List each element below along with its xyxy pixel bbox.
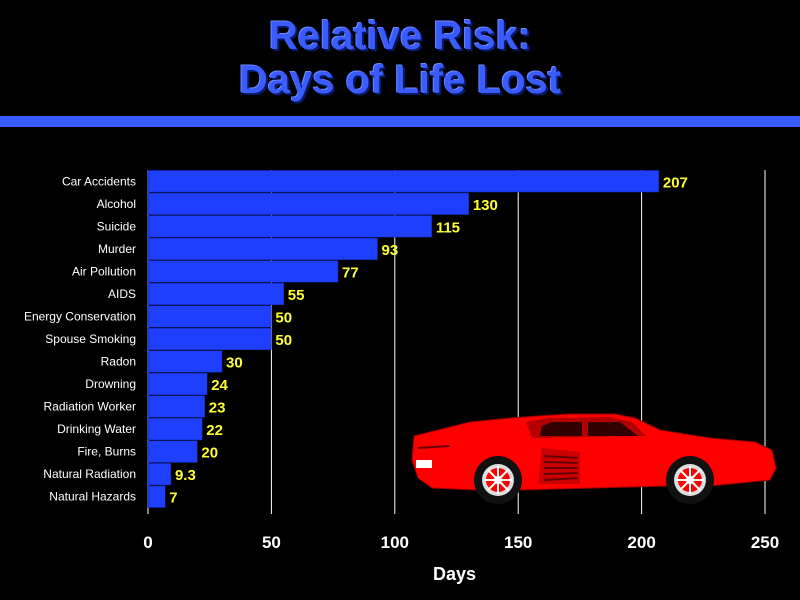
x-axis-title: Days xyxy=(433,564,476,584)
x-tick-label: 150 xyxy=(504,533,532,552)
bar xyxy=(147,350,223,373)
category-label: Alcohol xyxy=(97,197,136,211)
value-label: 20 xyxy=(201,445,218,462)
bar xyxy=(147,485,166,508)
bars xyxy=(147,170,660,508)
value-label: 115 xyxy=(436,219,460,236)
category-label: Air Pollution xyxy=(72,264,136,278)
bar xyxy=(147,192,470,215)
bar xyxy=(147,373,208,396)
bar xyxy=(147,282,284,305)
slide-title-line-2: Days of Life Lost xyxy=(238,58,562,102)
value-label: 130 xyxy=(473,197,498,214)
value-label: 50 xyxy=(275,309,292,326)
category-label: Murder xyxy=(98,242,136,256)
x-tick-label: 250 xyxy=(751,533,779,552)
value-label: 93 xyxy=(382,242,399,259)
value-label: 30 xyxy=(226,355,243,372)
slide-title: Relative Risk: Days of Life Lost xyxy=(0,14,800,102)
value-label: 24 xyxy=(211,377,228,394)
category-label: Suicide xyxy=(97,219,137,233)
category-label: Radiation Worker xyxy=(44,400,136,414)
x-tick-label: 200 xyxy=(627,533,655,552)
value-label: 9.3 xyxy=(175,467,196,484)
value-label: 7 xyxy=(169,490,177,507)
bar xyxy=(147,327,272,351)
x-tick-label: 0 xyxy=(143,533,152,552)
value-labels: 207 130 115 93 77 55 50 50 30 24 23 22 20 9.3 7 xyxy=(169,174,688,506)
bar xyxy=(147,215,433,238)
bar xyxy=(147,260,339,283)
bar xyxy=(147,440,198,463)
slide-title-line-1: Relative Risk: xyxy=(268,14,532,58)
bar xyxy=(147,237,378,260)
x-tick-labels: 0 50 100 150 200 250 xyxy=(143,533,779,552)
category-label: Natural Hazards xyxy=(49,490,136,504)
category-label: Car Accidents xyxy=(62,174,136,188)
category-label: Energy Conservation xyxy=(24,309,136,323)
value-label: 22 xyxy=(206,422,223,439)
category-label: Drinking Water xyxy=(57,422,136,436)
x-tick-label: 50 xyxy=(262,533,281,552)
title-divider xyxy=(0,116,800,127)
bar xyxy=(147,395,206,418)
value-label: 55 xyxy=(288,287,305,304)
value-label: 50 xyxy=(275,332,292,349)
category-label: Fire, Burns xyxy=(77,445,136,459)
category-label: Natural Radiation xyxy=(43,467,136,481)
bar-chart: Car Accidents Alcohol Suicide Murder Air Pol… xyxy=(24,170,779,584)
bar xyxy=(147,418,203,441)
x-tick-label: 100 xyxy=(381,533,409,552)
bar xyxy=(147,170,660,193)
value-label: 207 xyxy=(663,174,688,191)
value-label: 77 xyxy=(342,264,359,281)
red-sports-car-icon xyxy=(411,413,777,504)
bar xyxy=(147,463,172,486)
bar xyxy=(147,305,272,328)
category-label: Spouse Smoking xyxy=(45,332,136,346)
category-label: AIDS xyxy=(108,287,136,301)
category-labels: Car Accidents Alcohol Suicide Murder Air Pol… xyxy=(24,174,136,503)
category-label: Drowning xyxy=(85,377,136,391)
value-label: 23 xyxy=(209,400,226,417)
category-label: Radon xyxy=(101,355,136,369)
